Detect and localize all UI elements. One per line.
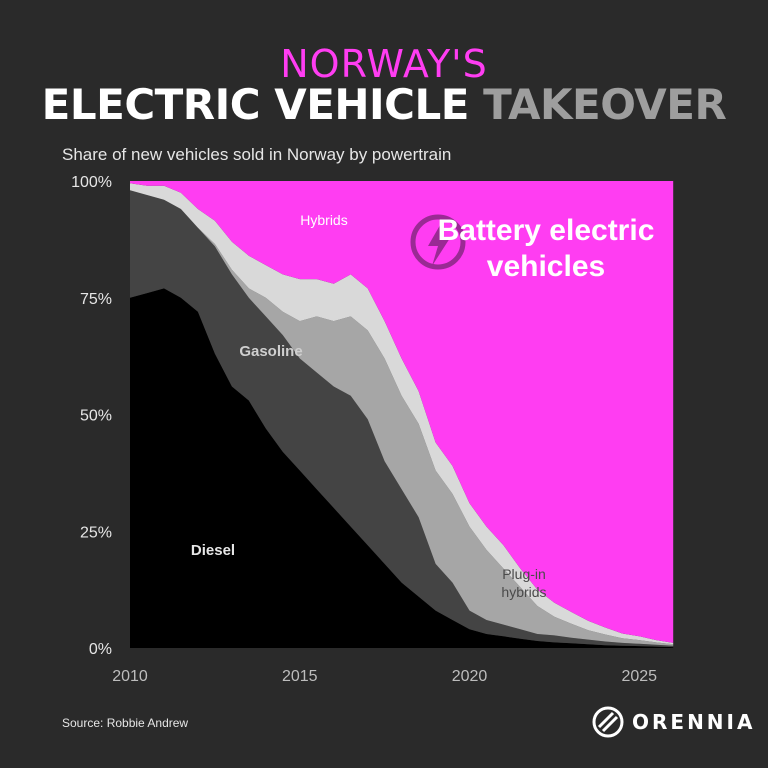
series-label-hybrids: Hybrids (300, 212, 347, 228)
y-tick-label: 25% (80, 524, 112, 541)
y-tick-label: 100% (71, 174, 112, 191)
y-tick-label: 75% (80, 291, 112, 308)
series-label-gasoline: Gasoline (239, 343, 302, 360)
chart-title-part-electric-vehicle: ELECTRIC VEHICLE (41, 80, 470, 129)
series-label-battery-electric-vehicles: Battery electric vehicles (438, 214, 655, 283)
y-tick-label: 50% (80, 408, 112, 425)
brand: ORENNIA (592, 706, 755, 738)
x-tick-label: 2020 (452, 668, 488, 685)
area-gasoline (130, 190, 674, 648)
area-diesel (130, 288, 674, 648)
chart-title-line1: NORWAY'S (280, 42, 488, 86)
chart-subtitle: Share of new vehicles sold in Norway by … (62, 145, 452, 164)
area-plug-in-hybrids (130, 190, 674, 646)
series-label-plug-in-hybrids: Plug-in hybrids (501, 566, 546, 600)
y-tick-label: 0% (89, 641, 112, 658)
series-label-diesel: Diesel (191, 542, 235, 559)
x-tick-label: 2010 (112, 668, 148, 685)
lightning-bolt-icon (410, 214, 466, 270)
orennia-logo-icon (592, 706, 624, 738)
x-tick-label: 2025 (621, 668, 657, 685)
source-note: Source: Robbie Andrew (62, 716, 189, 730)
area-battery-electric-vehicles (130, 181, 674, 643)
chart-title-line2: ELECTRIC VEHICLE TAKEOVER (0, 80, 768, 129)
brand-name: ORENNIA (632, 710, 756, 734)
chart-title-part-takeover: TAKEOVER (483, 80, 727, 129)
x-tick-label: 2015 (282, 668, 318, 685)
